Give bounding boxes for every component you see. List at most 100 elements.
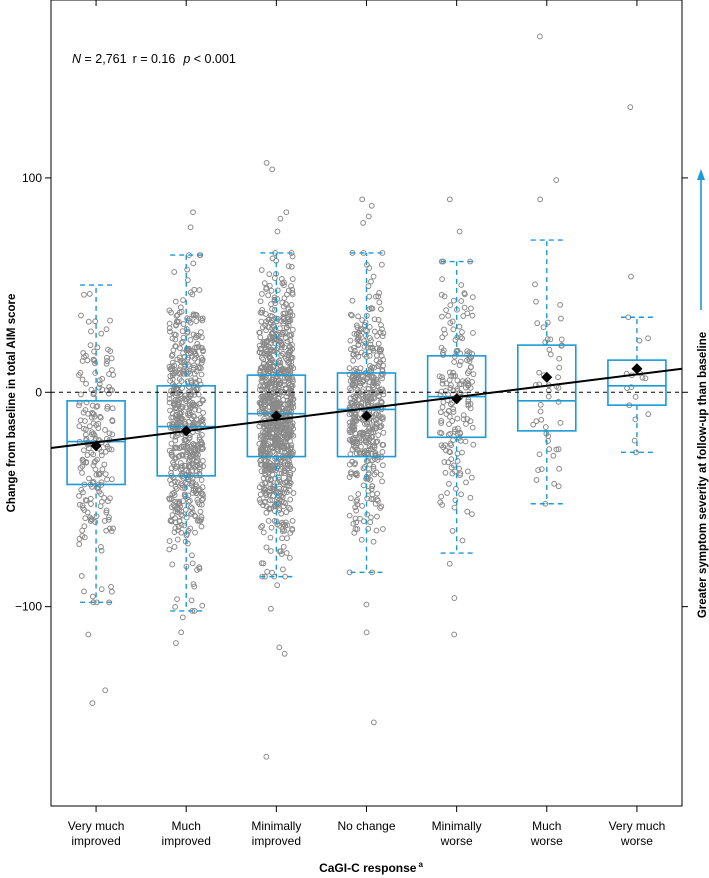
data-point (180, 297, 186, 303)
data-point (283, 509, 290, 516)
data-point (188, 597, 195, 604)
data-point (437, 409, 444, 416)
data-point (188, 415, 195, 422)
arrow-head (697, 169, 705, 180)
data-point (272, 377, 279, 384)
outlier-point (277, 215, 284, 222)
data-point (187, 450, 194, 456)
data-point (267, 313, 274, 319)
outlier-point (274, 228, 281, 235)
data-point (178, 463, 185, 469)
data-point (347, 311, 354, 318)
data-point (438, 291, 445, 298)
data-point (85, 445, 92, 452)
x-axis-label: CaGI-C response a (319, 860, 423, 875)
data-point (287, 382, 293, 388)
data-point (530, 421, 537, 428)
data-point (169, 359, 176, 366)
data-point (373, 352, 380, 359)
outlier-point (456, 228, 463, 235)
data-point (290, 466, 297, 473)
data-point (284, 324, 290, 331)
data-point (442, 330, 448, 337)
data-point (82, 497, 89, 503)
data-point (179, 328, 186, 335)
data-point (274, 331, 281, 338)
data-point (97, 414, 104, 421)
data-point (109, 367, 115, 373)
data-point (353, 331, 360, 337)
data-point (196, 287, 203, 293)
data-point (269, 449, 276, 455)
data-point (360, 465, 367, 472)
data-point (198, 334, 205, 341)
data-point (282, 329, 288, 336)
data-point (194, 340, 201, 347)
data-point (103, 509, 110, 516)
data-point (78, 573, 85, 579)
outlier-point (365, 213, 372, 220)
data-point (263, 492, 269, 499)
data-point (352, 410, 359, 417)
data-point (367, 476, 374, 483)
data-point (81, 447, 87, 454)
data-point (261, 468, 268, 474)
data-point (171, 384, 178, 390)
data-point (280, 503, 287, 510)
data-point (350, 351, 357, 358)
data-point (456, 362, 463, 368)
data-point (287, 347, 294, 353)
data-point (287, 496, 294, 503)
box-iqr (66, 400, 126, 486)
data-point (446, 448, 453, 455)
data-point (109, 588, 115, 595)
data-point (285, 263, 292, 269)
data-point (106, 430, 113, 437)
data-point (369, 364, 376, 371)
data-point (276, 337, 283, 344)
data-point (359, 317, 366, 324)
data-point (556, 355, 563, 362)
data-point (271, 517, 278, 524)
mean-marker (180, 425, 192, 437)
data-point (277, 325, 283, 332)
right-severity-label: Greater symptom severity at follow-up th… (697, 332, 709, 618)
data-point (200, 495, 206, 502)
data-point (444, 490, 450, 496)
data-point (178, 508, 185, 515)
data-point (200, 409, 206, 416)
data-point (368, 398, 375, 405)
data-point (465, 368, 472, 374)
data-point (168, 366, 174, 372)
data-point (348, 399, 354, 406)
data-point (375, 340, 382, 347)
x-tick-label-line: worse (530, 834, 563, 848)
data-point (361, 322, 368, 328)
data-point (357, 382, 363, 389)
data-point (108, 446, 115, 453)
data-point (639, 374, 646, 381)
data-point (369, 344, 376, 351)
data-point (279, 299, 286, 306)
data-point (645, 335, 651, 342)
data-point (175, 479, 181, 486)
data-point (379, 526, 386, 532)
data-point (173, 485, 180, 492)
data-point (190, 485, 197, 492)
data-point (438, 420, 445, 426)
data-point (194, 457, 201, 464)
data-point (97, 470, 103, 477)
data-point (170, 502, 177, 508)
data-point (102, 471, 109, 478)
data-point (287, 332, 294, 339)
data-point (188, 353, 195, 360)
data-point (184, 315, 191, 322)
data-point (172, 603, 179, 610)
data-point (457, 430, 464, 437)
data-point (172, 498, 178, 505)
data-point (196, 472, 203, 478)
data-point (76, 493, 82, 499)
data-point (362, 421, 368, 427)
data-point (358, 437, 365, 444)
data-point (535, 467, 541, 474)
